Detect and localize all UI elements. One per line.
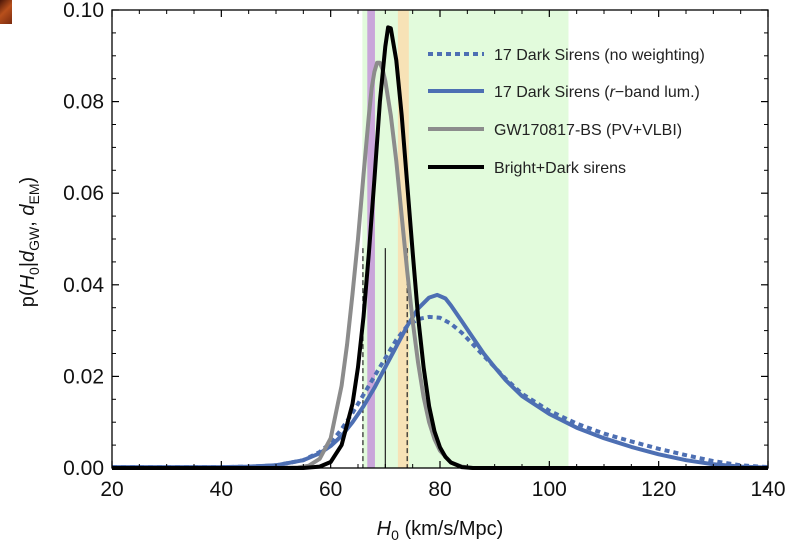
corner-image-thumbnail (0, 0, 12, 24)
series-bright-dark-line (112, 25, 768, 470)
y-tick-label-4: 0.08 (63, 91, 104, 114)
y-tick-label-1: 0.02 (63, 365, 104, 388)
legend-label-gw170817: GW170817-BS (PV+VLBI) (494, 122, 682, 139)
x-tick-label-0: 20 (100, 478, 123, 501)
y-tick-label-0: 0.00 (63, 457, 104, 480)
y-tick-label-3: 0.06 (63, 182, 104, 205)
legend-label-no-weighting: 17 Dark Sirens (no weighting) (494, 47, 705, 64)
series-lines (112, 25, 769, 470)
x-tick-label-5: 120 (641, 478, 676, 501)
y-axis-label: p(H0|dGW, dEM) (17, 177, 42, 307)
shaded-band-0 (362, 10, 569, 468)
axis-ticks: 20 40 60 80 100 120 140 0.00 0.02 0.04 0.06 0.08 0.1… (63, 0, 785, 501)
x-axis-label: H0 (km/s/Mpc) (377, 518, 504, 543)
shaded-bands (362, 10, 569, 468)
legend-entry-no-weighting: 17 Dark Sirens (no weighting) (428, 47, 705, 64)
x-tick-label-1: 40 (210, 478, 233, 501)
legend-label-bright-dark: Bright+Dark sirens (494, 160, 626, 177)
series-r-band-line (112, 292, 769, 470)
x-tick-label-2: 60 (319, 478, 342, 501)
y-tick-label-2: 0.04 (63, 274, 104, 297)
x-tick-label-4: 100 (532, 478, 567, 501)
x-tick-label-3: 80 (428, 478, 451, 501)
x-tick-label-6: 140 (750, 478, 785, 501)
legend-label-r-band: 17 Dark Sirens (r−band lum.) (494, 84, 700, 101)
legend-entry-gw170817: GW170817-BS (PV+VLBI) (428, 122, 682, 139)
series-gw170817-line (112, 60, 768, 470)
legend: 17 Dark Sirens (no weighting) 17 Dark Si… (428, 47, 705, 177)
legend-entry-bright-dark: Bright+Dark sirens (428, 160, 626, 177)
y-tick-label-5: 0.10 (63, 0, 104, 22)
legend-entry-r-band: 17 Dark Sirens (r−band lum.) (428, 84, 700, 101)
